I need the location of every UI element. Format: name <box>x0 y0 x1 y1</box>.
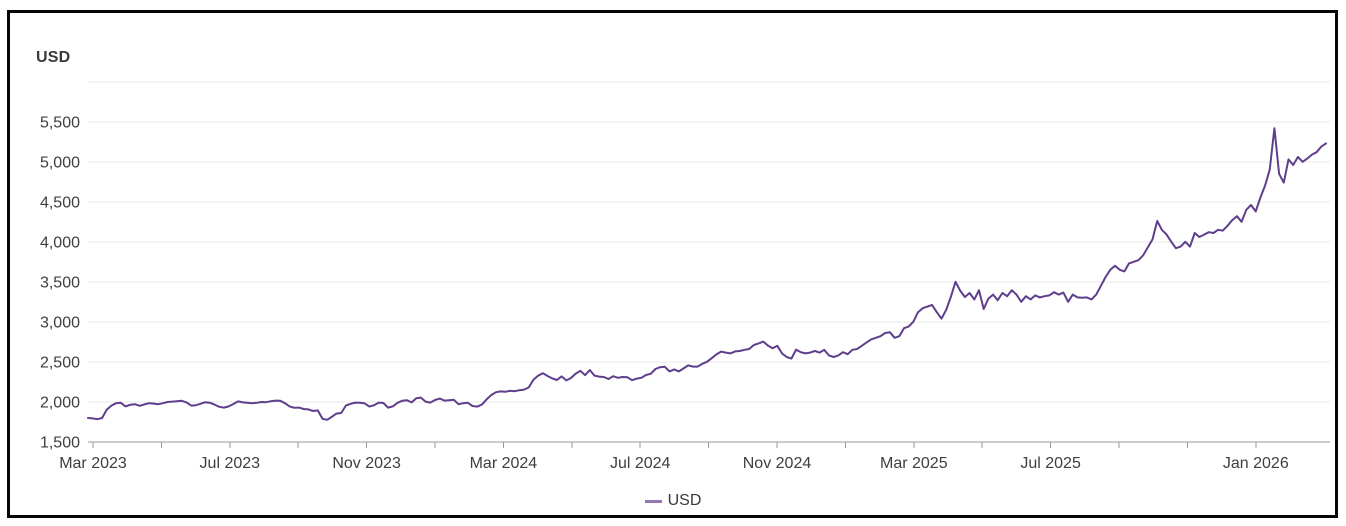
legend: USD <box>0 492 1346 510</box>
legend-label: USD <box>667 492 702 509</box>
y-axis-label: 4,000 <box>40 235 80 252</box>
x-axis-label: Jul 2024 <box>610 455 671 472</box>
usd-price-line <box>87 127 1327 421</box>
y-axis-label: 5,500 <box>40 115 80 132</box>
y-axis-label: 3,500 <box>40 275 80 292</box>
x-axis-label: Mar 2024 <box>470 455 538 472</box>
x-axis-label: Jul 2023 <box>200 455 261 472</box>
x-axis-label: Mar 2025 <box>880 455 948 472</box>
x-axis-label: Mar 2023 <box>59 455 127 472</box>
x-axis-label: Jan 2026 <box>1223 455 1289 472</box>
y-axis-label: 5,000 <box>40 155 80 172</box>
y-axis-unit-label: USD <box>36 49 71 66</box>
x-axis-label: Nov 2023 <box>332 455 401 472</box>
chart-frame-border <box>7 10 1338 518</box>
y-axis-label: 4,500 <box>40 195 80 212</box>
y-axis-label: 1,500 <box>40 435 80 452</box>
y-axis-label: 3,000 <box>40 315 80 332</box>
legend-line-swatch-icon <box>644 499 662 503</box>
legend-item-usd[interactable]: USD <box>644 492 702 510</box>
y-axis-label: 2,500 <box>40 355 80 372</box>
x-axis-label: Jul 2025 <box>1020 455 1081 472</box>
x-axis-label: Nov 2024 <box>743 455 812 472</box>
y-axis-label: 2,000 <box>40 395 80 412</box>
